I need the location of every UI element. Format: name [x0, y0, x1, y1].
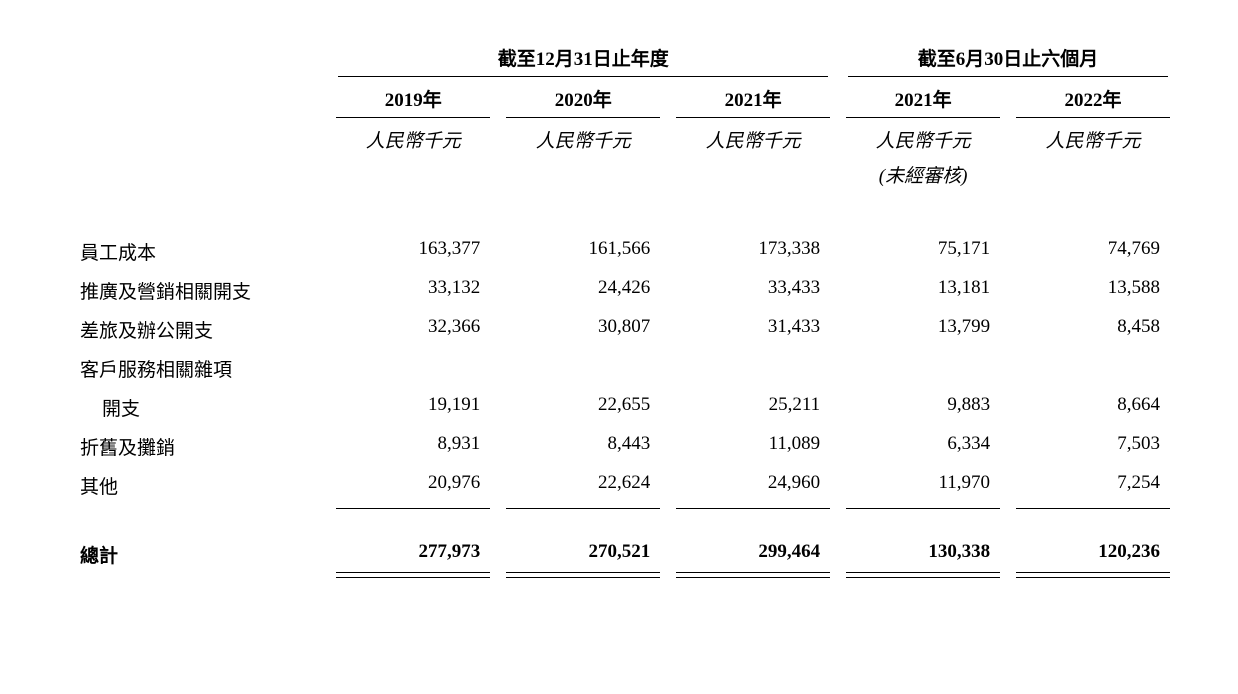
row-value: 11,089 — [668, 427, 838, 466]
unit-4: 人民幣千元 — [838, 118, 1008, 157]
row-value: 7,254 — [1008, 466, 1178, 505]
year-2020: 2020年 — [498, 77, 668, 118]
total-v3: 299,464 — [668, 525, 838, 576]
empty-cell — [60, 157, 328, 192]
spacer-row — [60, 192, 1178, 212]
row-value: 20,976 — [328, 466, 498, 505]
row-value: 33,132 — [328, 271, 498, 310]
row-value: 75,171 — [838, 232, 1008, 271]
table-row: 開支19,19122,65525,2119,8838,664 — [60, 388, 1178, 427]
row-label-cont: 開支 — [60, 388, 328, 427]
row-value: 11,970 — [838, 466, 1008, 505]
row-value: 24,960 — [668, 466, 838, 505]
financial-table: 截至12月31日止年度 截至6月30日止六個月 2019年 2020年 2021… — [60, 40, 1178, 576]
row-value: 13,588 — [1008, 271, 1178, 310]
financial-table-container: 截至12月31日止年度 截至6月30日止六個月 2019年 2020年 2021… — [60, 40, 1178, 576]
table-row: 差旅及辦公開支32,36630,80731,43313,7998,458 — [60, 310, 1178, 349]
total-v2: 270,521 — [498, 525, 668, 576]
row-label: 推廣及營銷相關開支 — [60, 271, 328, 310]
empty-cell — [60, 118, 328, 157]
year-2019: 2019年 — [328, 77, 498, 118]
table-body: 員工成本163,377161,566173,33875,17174,769推廣及… — [60, 232, 1178, 505]
row-value: 163,377 — [328, 232, 498, 271]
total-v5: 120,236 — [1008, 525, 1178, 576]
empty-cell — [328, 349, 498, 388]
table-row: 折舊及攤銷8,9318,44311,0896,3347,503 — [60, 427, 1178, 466]
unaudited-row: (未經審核) — [60, 157, 1178, 192]
total-v4: 130,338 — [838, 525, 1008, 576]
empty-cell — [60, 40, 328, 77]
row-value: 22,655 — [498, 388, 668, 427]
row-value: 32,366 — [328, 310, 498, 349]
unaudited-note: (未經審核) — [838, 157, 1008, 192]
row-value: 25,211 — [668, 388, 838, 427]
empty-cell — [1008, 349, 1178, 388]
unit-2: 人民幣千元 — [498, 118, 668, 157]
empty-cell — [668, 349, 838, 388]
row-value: 9,883 — [838, 388, 1008, 427]
unit-3: 人民幣千元 — [668, 118, 838, 157]
row-value: 8,664 — [1008, 388, 1178, 427]
empty-cell — [838, 349, 1008, 388]
group-header-1: 截至12月31日止年度 — [328, 40, 838, 77]
total-v1: 277,973 — [328, 525, 498, 576]
row-value: 161,566 — [498, 232, 668, 271]
row-label: 差旅及辦公開支 — [60, 310, 328, 349]
table-row: 其他20,97622,62424,96011,9707,254 — [60, 466, 1178, 505]
row-value: 8,931 — [328, 427, 498, 466]
empty-cell — [498, 157, 668, 192]
table-row: 客戶服務相關雜項 — [60, 349, 1178, 388]
row-value: 74,769 — [1008, 232, 1178, 271]
empty-cell — [668, 157, 838, 192]
row-value: 8,443 — [498, 427, 668, 466]
unit-1: 人民幣千元 — [328, 118, 498, 157]
row-value: 30,807 — [498, 310, 668, 349]
row-value: 22,624 — [498, 466, 668, 505]
row-value: 24,426 — [498, 271, 668, 310]
row-value: 7,503 — [1008, 427, 1178, 466]
row-value: 33,433 — [668, 271, 838, 310]
unit-5: 人民幣千元 — [1008, 118, 1178, 157]
table-row: 推廣及營銷相關開支33,13224,42633,43313,18113,588 — [60, 271, 1178, 310]
row-value: 173,338 — [668, 232, 838, 271]
row-value: 6,334 — [838, 427, 1008, 466]
table-row: 員工成本163,377161,566173,33875,17174,769 — [60, 232, 1178, 271]
row-value: 19,191 — [328, 388, 498, 427]
empty-cell — [1008, 157, 1178, 192]
group-header-2: 截至6月30日止六個月 — [838, 40, 1178, 77]
year-2022h: 2022年 — [1008, 77, 1178, 118]
total-row: 總計 277,973 270,521 299,464 130,338 120,2… — [60, 525, 1178, 576]
total-label: 總計 — [60, 525, 328, 576]
year-2021h: 2021年 — [838, 77, 1008, 118]
row-label: 員工成本 — [60, 232, 328, 271]
empty-cell — [328, 157, 498, 192]
row-label: 其他 — [60, 466, 328, 505]
spacer-row — [60, 212, 1178, 232]
group-header-row: 截至12月31日止年度 截至6月30日止六個月 — [60, 40, 1178, 77]
row-value: 13,799 — [838, 310, 1008, 349]
year-header-row: 2019年 2020年 2021年 2021年 2022年 — [60, 77, 1178, 118]
empty-cell — [60, 77, 328, 118]
unit-row: 人民幣千元 人民幣千元 人民幣千元 人民幣千元 人民幣千元 — [60, 118, 1178, 157]
row-value: 8,458 — [1008, 310, 1178, 349]
row-value: 31,433 — [668, 310, 838, 349]
year-2021: 2021年 — [668, 77, 838, 118]
row-label: 折舊及攤銷 — [60, 427, 328, 466]
empty-cell — [498, 349, 668, 388]
row-value: 13,181 — [838, 271, 1008, 310]
row-label: 客戶服務相關雜項 — [60, 349, 328, 388]
